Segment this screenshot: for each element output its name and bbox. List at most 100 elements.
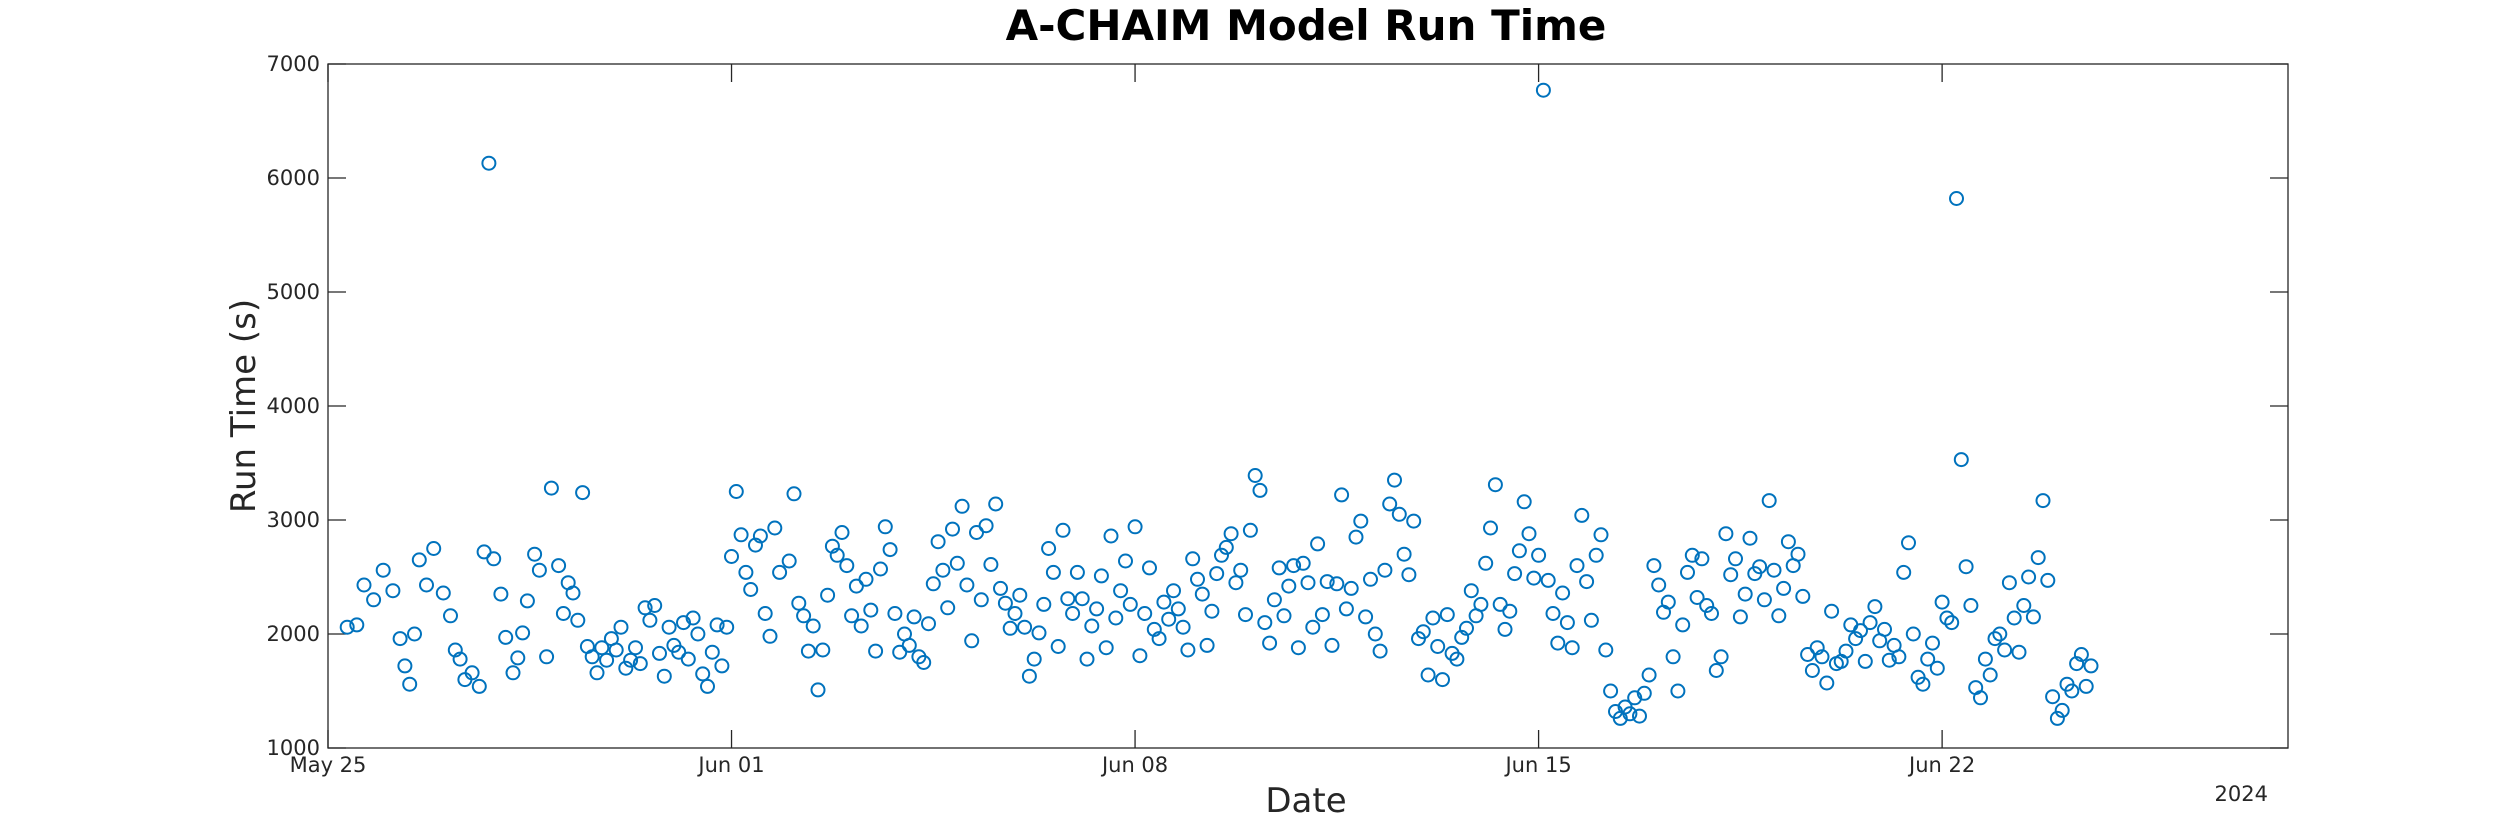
chart-title: A-CHAIM Model Run Time [1006, 1, 1607, 50]
data-point [877, 519, 893, 535]
data-point [486, 551, 502, 567]
data-point [647, 598, 663, 613]
data-point [419, 577, 434, 593]
y-axis-label: Run Time (s) [224, 299, 264, 513]
x-tick-label: May 25 [290, 753, 367, 777]
data-point [1982, 667, 1998, 683]
data-point [2073, 647, 2089, 662]
data-point [834, 525, 850, 540]
data-point [543, 480, 559, 496]
data-point [810, 682, 826, 698]
y-axis: 1000 2000 3000 4000 5000 6000 7000 [267, 52, 2288, 760]
data-point [1377, 562, 1393, 578]
data-point [1824, 603, 1840, 619]
data-point [930, 534, 946, 550]
data-point [1238, 607, 1253, 623]
data-point [1531, 547, 1547, 563]
data-point [1242, 522, 1258, 538]
data-point [796, 608, 812, 624]
data-point [1728, 551, 1743, 567]
data-point [476, 544, 492, 560]
data-point [632, 656, 648, 672]
data-point [565, 585, 581, 601]
data-point [2035, 493, 2051, 509]
data-point [1857, 653, 1873, 669]
data-point [589, 665, 605, 681]
data-point [1045, 564, 1061, 580]
data-point [685, 610, 701, 626]
data-point [2021, 569, 2037, 585]
data-point [407, 626, 422, 642]
data-point [1867, 599, 1883, 615]
data-point [1151, 631, 1167, 647]
data-point [829, 547, 845, 563]
data-point [1877, 621, 1892, 637]
data-point [2006, 610, 2022, 626]
data-point [435, 585, 451, 601]
data-point [1338, 601, 1354, 617]
data-point [772, 564, 788, 580]
data-point [1675, 617, 1691, 633]
data-point [844, 608, 860, 624]
y-tick-label: 7000 [267, 52, 320, 76]
data-point [964, 633, 980, 649]
data-point [997, 595, 1013, 611]
data-point [921, 616, 936, 632]
data-point [791, 595, 807, 611]
data-point [1113, 583, 1129, 599]
y-tick-label: 6000 [267, 166, 320, 190]
data-point [642, 612, 658, 628]
data-point [1507, 566, 1523, 582]
data-point [1190, 571, 1205, 587]
x-axis-label: Date [1265, 781, 1346, 821]
data-point [1358, 609, 1374, 625]
data-point [1209, 566, 1225, 582]
data-point [1977, 651, 1993, 667]
data-point [539, 649, 555, 665]
data-point [1881, 652, 1897, 668]
data-point [1699, 598, 1715, 613]
data-point [1502, 603, 1518, 619]
data-point [762, 628, 778, 644]
data-point [1228, 575, 1244, 591]
data-point [704, 644, 720, 660]
data-point [623, 652, 639, 668]
data-point [575, 485, 591, 501]
data-point [719, 619, 735, 635]
data-point [1593, 527, 1609, 543]
data-point [1487, 477, 1503, 493]
data-point [1732, 609, 1748, 625]
data-point [1401, 567, 1417, 583]
data-point [1257, 615, 1273, 631]
data-point [1348, 529, 1364, 545]
data-point [1319, 574, 1335, 590]
data-point [1588, 547, 1604, 563]
data-point [1660, 594, 1676, 610]
data-point [1737, 586, 1753, 602]
data-point [1987, 631, 2003, 647]
data-point [1853, 623, 1868, 639]
data-point [1281, 578, 1297, 594]
data-point [1142, 560, 1157, 576]
data-point [1742, 530, 1758, 546]
data-point [1497, 621, 1513, 637]
data-point [1598, 642, 1614, 658]
data-point [1771, 608, 1787, 624]
data-point [1214, 547, 1229, 563]
data-point [555, 606, 571, 621]
data-point [1002, 620, 1018, 636]
data-point [1041, 541, 1057, 556]
data-points [339, 82, 2099, 726]
data-point [1300, 575, 1316, 591]
data-point [1766, 562, 1782, 578]
data-point [1415, 624, 1431, 640]
data-point [1891, 649, 1907, 665]
data-point [1569, 558, 1585, 574]
data-point [527, 546, 543, 562]
data-point [1944, 615, 1960, 631]
data-point [1420, 667, 1436, 683]
data-point [1060, 591, 1076, 607]
data-point [1266, 592, 1282, 608]
data-point [700, 678, 715, 694]
